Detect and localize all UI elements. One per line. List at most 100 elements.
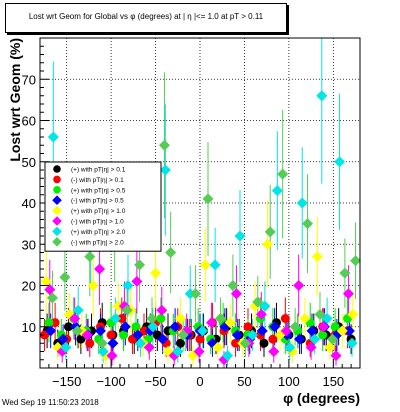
legend-entry: (+) with pT|η| > 0.5: [71, 187, 126, 194]
x-tick-label: −150: [52, 374, 81, 389]
data-point: [159, 164, 171, 176]
data-point: [174, 313, 186, 324]
data-point: [311, 251, 323, 263]
legend-box: [44, 161, 162, 252]
legend-marker: [52, 195, 62, 205]
y-tick-label: 70: [22, 72, 36, 87]
data-point: [284, 341, 296, 353]
legend-entry: (+) with pT|η| > 0.1: [71, 167, 126, 174]
data-point: [202, 193, 214, 205]
data-point: [106, 330, 116, 340]
data-point: [146, 313, 158, 324]
data-point: [269, 321, 281, 333]
data-point: [318, 321, 330, 333]
data-point: [212, 341, 224, 353]
data-point: [60, 341, 72, 353]
data-point: [177, 329, 189, 341]
legend-entry: (+) with pT|η| > 1.0: [71, 208, 126, 215]
data-point: [94, 325, 106, 337]
data-point: [134, 337, 146, 349]
y-tick-label: 20: [22, 279, 36, 294]
y-tick-label: 10: [22, 320, 36, 335]
data-point: [147, 321, 159, 333]
data-point: [214, 313, 226, 324]
title-box: Lost wrt Geom for Global vs φ (degrees) …: [5, 3, 287, 33]
data-point: [84, 251, 96, 263]
data-point: [45, 325, 57, 337]
data-point: [106, 350, 118, 362]
data-point: [330, 322, 340, 332]
data-point: [321, 313, 333, 324]
x-tick-label: 100: [278, 374, 300, 389]
data-point: [268, 346, 280, 357]
data-point: [224, 317, 236, 329]
data-point: [71, 325, 83, 337]
data-point: [117, 314, 127, 323]
data-point: [309, 333, 321, 345]
data-point: [209, 259, 221, 271]
data-point: [85, 338, 95, 348]
data-point: [347, 308, 359, 320]
data-point: [255, 308, 267, 320]
legend-marker: [52, 205, 62, 216]
data-point: [243, 322, 253, 332]
data-point: [131, 322, 141, 332]
timestamp-footer: Wed Sep 19 11:50:23 2018: [2, 398, 99, 407]
data-point: [44, 318, 54, 328]
data-point: [110, 313, 122, 324]
data-point: [234, 230, 246, 242]
data-point: [342, 288, 354, 300]
data-point: [306, 325, 318, 337]
data-point: [293, 280, 305, 291]
data-point: [343, 325, 355, 337]
data-point: [199, 259, 211, 271]
data-point: [195, 334, 205, 344]
data-point: [40, 275, 52, 287]
data-point: [59, 271, 71, 283]
data-point: [39, 330, 49, 340]
data-point: [131, 275, 143, 287]
data-point: [330, 350, 342, 362]
data-point: [122, 280, 134, 291]
data-point: [197, 325, 209, 337]
data-point: [268, 334, 278, 344]
data-point: [57, 333, 69, 345]
legend: (+) with pT|η| > 0.1 (-) with pT|η| > 0.1…: [44, 161, 162, 252]
data-point: [305, 341, 317, 353]
data-point: [76, 334, 86, 344]
legend-marker: [52, 237, 62, 247]
data-point: [158, 139, 170, 151]
chart-title: Lost wrt Geom for Global vs φ (degrees) …: [28, 12, 264, 21]
data-point: [227, 280, 239, 291]
data-point: [156, 304, 168, 316]
axes: −150 −100 −50 0 50 100 150 10 20 30 40 50 60 70: [22, 37, 361, 389]
data-point: [246, 329, 258, 341]
data-markers: [39, 90, 362, 366]
data-point: [81, 329, 93, 341]
data-point: [346, 337, 358, 349]
data-point: [139, 326, 149, 336]
data-point: [277, 168, 289, 180]
data-point: [302, 218, 314, 230]
data-point: [46, 292, 58, 304]
data-point: [318, 330, 328, 340]
data-point: [119, 321, 131, 333]
data-point: [296, 197, 308, 209]
data-point: [94, 263, 106, 275]
data-point: [190, 288, 202, 300]
x-axis-label: φ (degrees): [283, 390, 360, 406]
data-point: [72, 304, 84, 316]
data-point: [252, 296, 264, 308]
data-point: [256, 325, 268, 337]
y-axis-label: Lost wrt Geom (%): [7, 38, 23, 162]
x-tick-label: 50: [237, 374, 251, 389]
legend-marker: [53, 175, 61, 184]
data-point: [239, 337, 251, 349]
data-point: [134, 259, 146, 271]
legend-marker: [52, 226, 62, 237]
data-point: [97, 346, 109, 357]
data-point: [294, 333, 306, 345]
y-tick-label: 40: [22, 196, 36, 211]
data-point: [336, 325, 348, 337]
